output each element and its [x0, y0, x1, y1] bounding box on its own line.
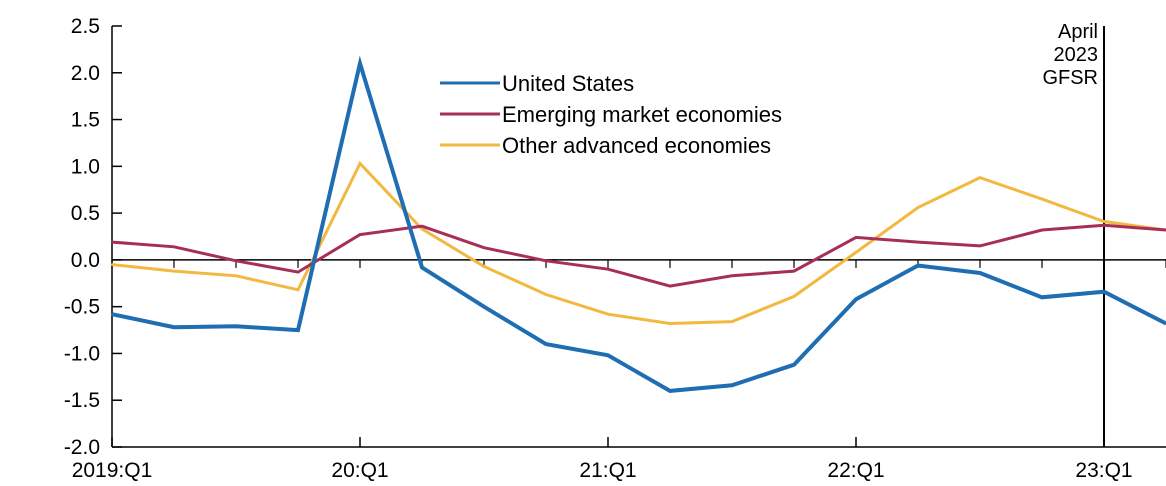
data-point [358, 62, 362, 65]
data-point [606, 268, 610, 271]
data-point [978, 271, 982, 275]
x-tick-label: 20:Q1 [331, 459, 388, 482]
x-tick-label: 23:Q1 [1075, 459, 1132, 482]
y-tick-label: -2.0 [64, 436, 100, 459]
data-point [668, 322, 672, 325]
data-point [172, 326, 176, 329]
data-point [1102, 220, 1106, 223]
marker-label: GFSR [1042, 67, 1098, 89]
data-point [482, 305, 486, 308]
x-tick-label: 2019:Q1 [72, 459, 153, 482]
legend-label: Emerging market economies [502, 102, 782, 127]
data-point [916, 264, 920, 267]
data-point [1102, 224, 1106, 227]
data-point [358, 162, 362, 165]
x-tick-label: 21:Q1 [579, 459, 636, 482]
data-point [730, 320, 734, 323]
data-point [420, 266, 424, 269]
data-point [978, 244, 982, 248]
data-point [234, 325, 238, 328]
y-axis: 2.5 2.0 1.5 1.0 0.5 0.0 -0.5 -1.0 -1.5 -2.0 [64, 15, 122, 459]
series-line-other-advanced-economies [111, 160, 1166, 326]
data-point [792, 269, 796, 273]
data-point [420, 227, 424, 231]
series-line-united-states [111, 55, 1166, 393]
data-point [1040, 228, 1044, 232]
data-point [854, 251, 858, 254]
series-line-emerging-market-economies [111, 223, 1166, 288]
data-point [482, 246, 486, 249]
legend-label: Other advanced economies [502, 133, 771, 158]
data-point [1040, 296, 1044, 299]
x-axis: 2019:Q1 20:Q1 21:Q1 22:Q1 23:Q1 [72, 259, 1166, 482]
data-point [730, 384, 734, 387]
y-tick-label: 1.0 [71, 155, 100, 178]
data-point [792, 295, 796, 298]
data-point [420, 225, 424, 228]
data-point [668, 284, 672, 288]
data-point [296, 288, 300, 292]
y-tick-label: -1.5 [64, 389, 100, 412]
data-point [544, 342, 548, 346]
data-point [296, 328, 300, 332]
y-tick-label: -1.0 [64, 342, 100, 365]
legend-label: United States [502, 71, 634, 96]
data-point [482, 265, 486, 268]
data-point [606, 312, 610, 316]
data-point [110, 312, 114, 316]
data-point [358, 233, 362, 236]
data-point [544, 293, 548, 296]
data-point [110, 263, 114, 266]
y-tick-label: 2.0 [71, 62, 100, 85]
data-point [854, 236, 858, 239]
y-tick-label: 2.5 [71, 15, 100, 38]
data-point [296, 270, 300, 274]
data-point [916, 240, 920, 244]
data-point [544, 259, 548, 263]
data-point [668, 389, 672, 393]
data-point [792, 363, 796, 366]
y-tick-label: 0.5 [71, 202, 100, 225]
marker-label: 2023 [1054, 44, 1099, 66]
data-point [1102, 290, 1106, 293]
data-point [916, 206, 920, 209]
data-point [172, 269, 176, 273]
data-point [234, 274, 238, 277]
legend: United States Emerging market economies Ot… [440, 71, 782, 158]
data-point [172, 245, 176, 248]
marker-label: April [1058, 21, 1098, 43]
y-tick-label: 1.5 [71, 109, 100, 132]
y-tick-label: 0.0 [71, 249, 100, 272]
data-point [854, 297, 858, 301]
data-point [1040, 197, 1044, 201]
data-point [978, 176, 982, 179]
x-tick-label: 22:Q1 [827, 459, 884, 482]
data-point [234, 259, 238, 263]
data-point [110, 240, 114, 244]
data-point [730, 274, 734, 277]
series-lines [110, 55, 1166, 393]
y-tick-label: -0.5 [64, 296, 100, 319]
data-point [606, 354, 610, 357]
